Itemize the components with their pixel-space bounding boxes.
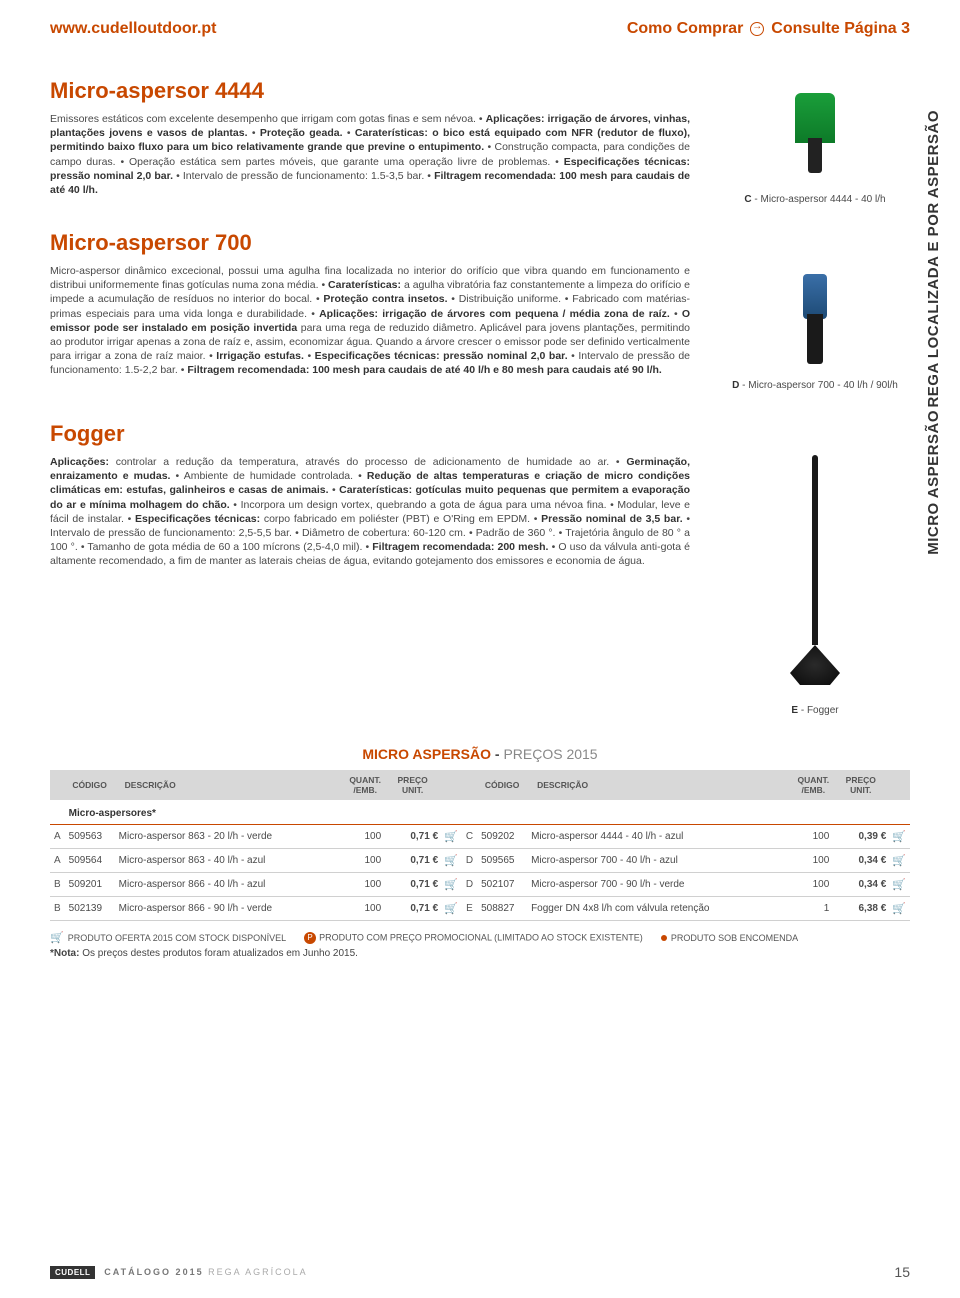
cart-icon[interactable]: 🛒 <box>892 879 906 891</box>
price-section: MICRO ASPERSÃO - PREÇOS 2015 CÓDIGO DESC… <box>50 746 910 959</box>
price-header-row: CÓDIGO DESCRIÇÃO QUANT. /EMB. PREÇO UNIT… <box>50 770 910 800</box>
section-fogger: Aplicações: controlar a redução da tempe… <box>50 455 910 716</box>
table-row: A509564Micro-aspersor 863 - 40 l/h - azu… <box>50 849 910 873</box>
legend: 🛒PRODUTO OFERTA 2015 COM STOCK DISPONÍVE… <box>50 931 910 959</box>
caption-700: D - Micro-aspersor 700 - 40 l/h / 90l/h <box>732 380 898 391</box>
caption-4444: C - Micro-aspersor 4444 - 40 l/h <box>744 194 885 205</box>
side-label-rega: REGA LOCALIZADA E POR ASPERSÃO <box>925 110 942 408</box>
promo-icon: P <box>304 932 316 944</box>
site-url: www.cudelloutdoor.pt <box>50 20 217 38</box>
desc-4444: Emissores estáticos com excelente desemp… <box>50 112 690 197</box>
caption-fogger: E - Fogger <box>791 705 838 716</box>
cart-icon[interactable]: 🛒 <box>892 855 906 867</box>
image-4444 <box>755 78 875 188</box>
section-700: Micro-aspersor dinâmico excecional, poss… <box>50 264 910 391</box>
cart-icon: 🛒 <box>50 932 64 944</box>
desc-fogger: Aplicações: controlar a redução da tempe… <box>50 455 690 568</box>
page-header: www.cudelloutdoor.pt Como Comprar Consul… <box>50 20 910 38</box>
section-4444: Micro-aspersor 4444 Emissores estáticos … <box>50 78 910 205</box>
cart-icon[interactable]: 🛒 <box>444 903 458 915</box>
page-footer: CUDELL CATÁLOGO 2015 REGA AGRÍCOLA 15 <box>50 1264 910 1280</box>
title-700: Micro-aspersor 700 <box>50 230 910 256</box>
title-4444: Micro-aspersor 4444 <box>50 78 690 104</box>
page-number: 15 <box>894 1264 910 1280</box>
note: *Nota: *Nota: Os preços destes produtos … <box>50 948 910 959</box>
cart-icon[interactable]: 🛒 <box>444 831 458 843</box>
price-title: MICRO ASPERSÃO - PREÇOS 2015 <box>50 746 910 762</box>
table-row: A509563Micro-aspersor 863 - 20 l/h - ver… <box>50 825 910 849</box>
cart-icon[interactable]: 🛒 <box>444 879 458 891</box>
price-body: Micro-aspersores* A509563Micro-aspersor … <box>50 800 910 921</box>
arrow-icon <box>750 22 764 36</box>
order-dot-icon <box>661 935 667 941</box>
price-table: CÓDIGO DESCRIÇÃO QUANT. /EMB. PREÇO UNIT… <box>50 770 910 921</box>
title-fogger: Fogger <box>50 421 910 447</box>
how-to-buy: Como Comprar Consulte Página 3 <box>627 20 910 38</box>
cart-icon[interactable]: 🛒 <box>444 855 458 867</box>
cart-icon[interactable]: 🛒 <box>892 831 906 843</box>
image-700 <box>755 264 875 374</box>
image-fogger <box>770 455 860 685</box>
cart-icon[interactable]: 🛒 <box>892 903 906 915</box>
table-row: B509201Micro-aspersor 866 - 40 l/h - azu… <box>50 873 910 897</box>
table-row: B502139Micro-aspersor 866 - 90 l/h - ver… <box>50 897 910 921</box>
desc-700: Micro-aspersor dinâmico excecional, poss… <box>50 264 690 377</box>
side-label-micro: MICRO ASPERSÃO <box>925 410 942 555</box>
brand-badge: CUDELL <box>50 1266 95 1279</box>
